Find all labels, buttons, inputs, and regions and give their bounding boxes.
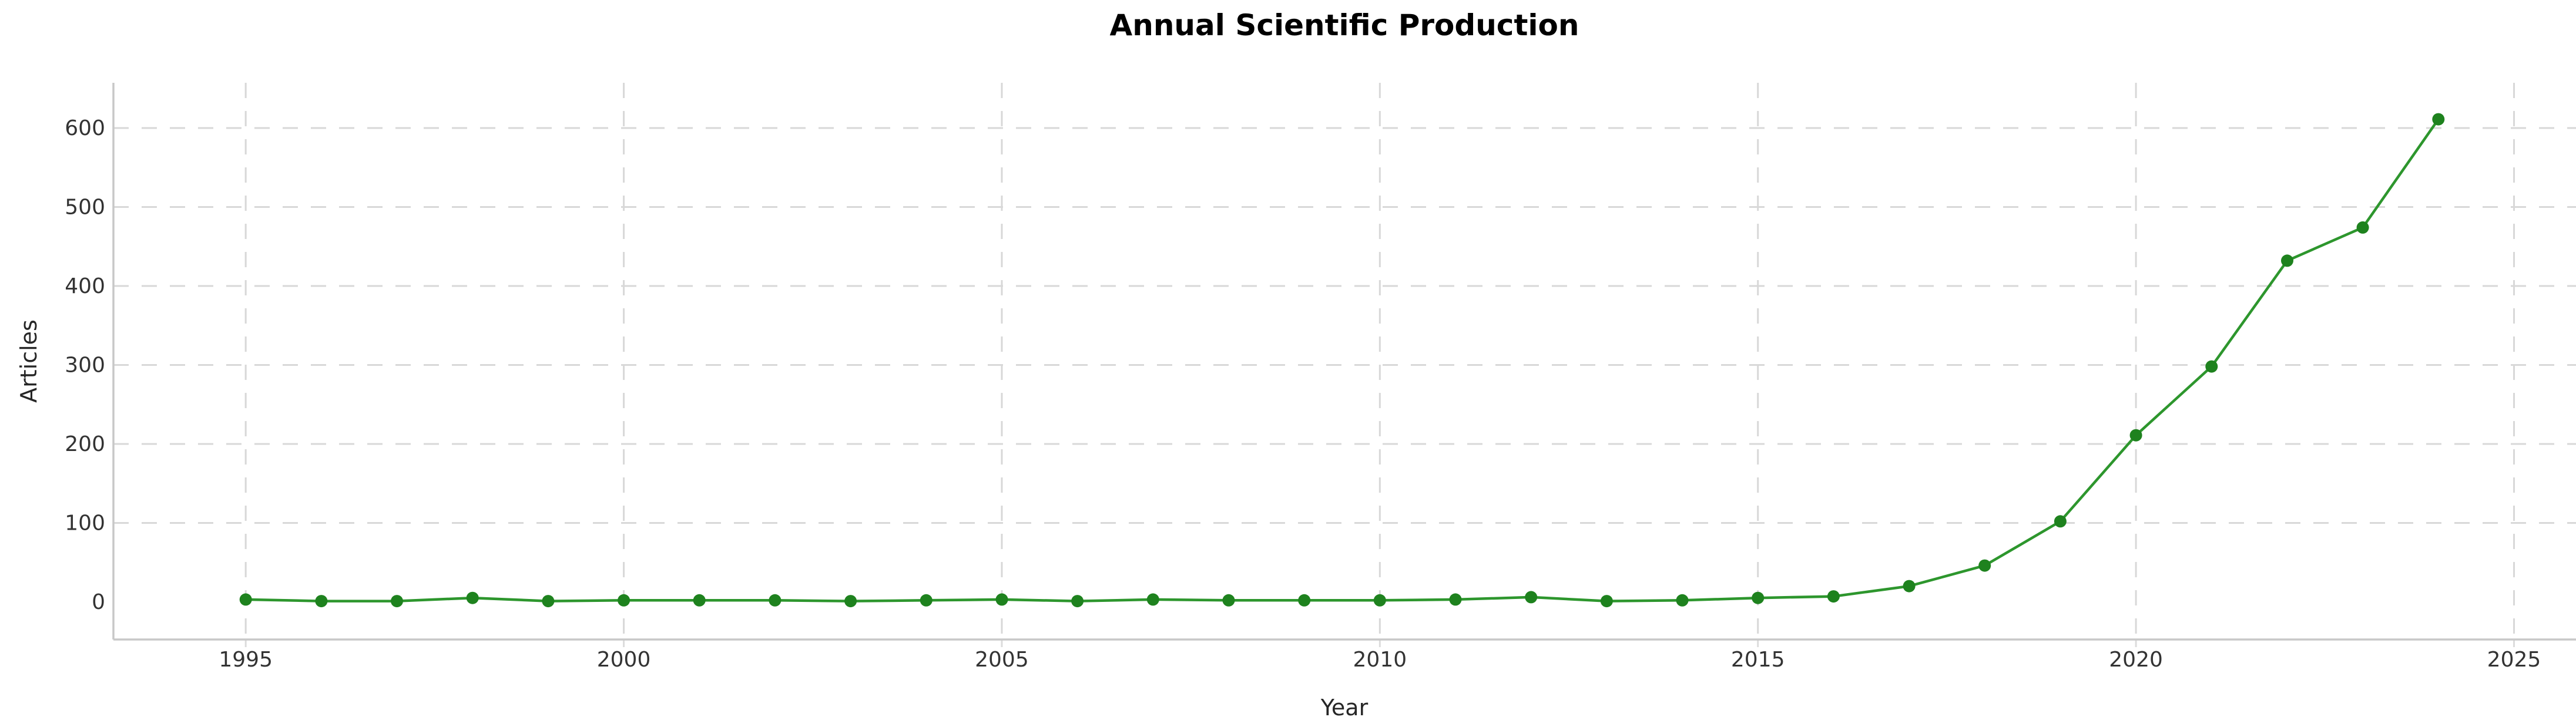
data-point xyxy=(693,594,706,607)
data-point xyxy=(844,595,857,608)
data-point xyxy=(1827,590,1840,603)
y-tick-label: 400 xyxy=(65,274,105,298)
data-point xyxy=(1146,593,1159,606)
data-point xyxy=(2432,113,2445,126)
data-point xyxy=(1903,580,1916,593)
x-tick-label: 2005 xyxy=(975,648,1029,672)
x-tick-label: 1995 xyxy=(219,648,273,672)
data-point xyxy=(239,593,252,606)
data-point xyxy=(391,595,403,608)
x-tick-label: 2025 xyxy=(2487,648,2541,672)
data-series-layer xyxy=(239,113,2445,608)
x-tick-label: 2015 xyxy=(1731,648,1785,672)
data-point xyxy=(466,591,479,604)
y-axis-title: Articles xyxy=(16,319,42,403)
data-point xyxy=(2356,221,2369,234)
data-point xyxy=(1600,595,1613,608)
y-tick-label: 300 xyxy=(65,353,105,377)
data-point xyxy=(920,594,933,607)
data-point xyxy=(618,594,630,607)
data-point xyxy=(2129,429,2142,442)
data-point xyxy=(1676,594,1689,607)
data-point xyxy=(1071,595,1084,608)
data-point xyxy=(2205,360,2218,373)
data-point xyxy=(542,595,555,608)
data-point xyxy=(1449,593,1462,606)
axis-spines xyxy=(112,83,2576,641)
y-tick-label: 500 xyxy=(65,195,105,219)
data-point xyxy=(1978,559,1991,572)
data-point xyxy=(1298,594,1311,607)
data-point xyxy=(1525,591,1538,604)
data-point xyxy=(769,594,781,607)
x-tick-label: 2010 xyxy=(1353,648,1407,672)
data-point xyxy=(995,593,1008,606)
data-point xyxy=(2281,254,2293,267)
data-point xyxy=(1222,594,1235,607)
x-axis-title: Year xyxy=(1320,695,1368,721)
chart-title: Annual Scientific Production xyxy=(1110,8,1579,42)
x-tick-label: 2000 xyxy=(597,648,651,672)
y-tick-label: 600 xyxy=(65,116,105,140)
data-point xyxy=(2054,515,2067,528)
data-point xyxy=(1752,591,1765,604)
y-tick-label: 200 xyxy=(65,432,105,456)
tick-labels-layer: 1995 2000 2005 2010 2015 2020 2025 0 100 200 300 40… xyxy=(65,116,2541,672)
data-point xyxy=(1373,594,1386,607)
data-line xyxy=(246,118,2440,603)
y-tick-label: 0 xyxy=(92,590,105,614)
y-tick-label: 100 xyxy=(65,511,105,535)
gridlines-layer xyxy=(113,83,2576,647)
x-tick-label: 2020 xyxy=(2109,648,2163,672)
data-point xyxy=(315,595,328,608)
